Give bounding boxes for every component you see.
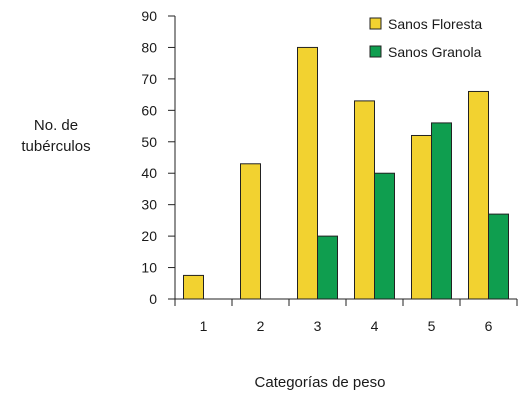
legend-swatch: [369, 45, 382, 58]
x-tick-label: 1: [200, 318, 208, 334]
x-tick-label: 6: [485, 318, 493, 334]
y-tick-label: 0: [149, 291, 157, 307]
bar-floresta-4: [354, 100, 375, 300]
y-tick-label: 80: [141, 39, 157, 55]
y-tick-label: 10: [141, 260, 157, 276]
x-axis-title: Categorías de peso: [255, 374, 386, 391]
bar-granola-5: [431, 122, 452, 300]
y-axis-title-line-1: No. de: [34, 117, 78, 134]
x-tick-label: 5: [428, 318, 436, 334]
bar-floresta-1: [183, 274, 204, 300]
bar-granola-6: [488, 213, 509, 300]
y-tick-label: 70: [141, 71, 157, 87]
legend: Sanos Floresta Sanos Granola: [369, 16, 482, 60]
legend-swatch: [369, 17, 382, 30]
y-tick-label: 60: [141, 102, 157, 118]
bar-granola-4: [374, 172, 395, 300]
y-axis-title-line-2: tubérculos: [21, 138, 90, 155]
bar-floresta-6: [468, 90, 489, 300]
bars-group: [183, 46, 509, 300]
bar-floresta-5: [411, 134, 432, 300]
y-tick-label: 40: [141, 165, 157, 181]
bar-granola-3: [317, 235, 338, 300]
y-tick-label: 20: [141, 228, 157, 244]
x-tick-label: 4: [371, 318, 379, 334]
legend-label: Sanos Granola: [388, 44, 482, 60]
y-tick-label: 90: [141, 8, 157, 24]
legend-label: Sanos Floresta: [388, 16, 482, 32]
x-tick-label: 2: [257, 318, 265, 334]
axes-group: 0 10 20 30 40 50 60 70 80 90 1 2 3 4 5 6: [141, 8, 518, 334]
bar-floresta-2: [240, 163, 261, 300]
y-tick-label: 30: [141, 197, 157, 213]
bar-floresta-3: [297, 46, 318, 300]
x-tick-label: 3: [314, 318, 322, 334]
y-tick-label: 50: [141, 134, 157, 150]
